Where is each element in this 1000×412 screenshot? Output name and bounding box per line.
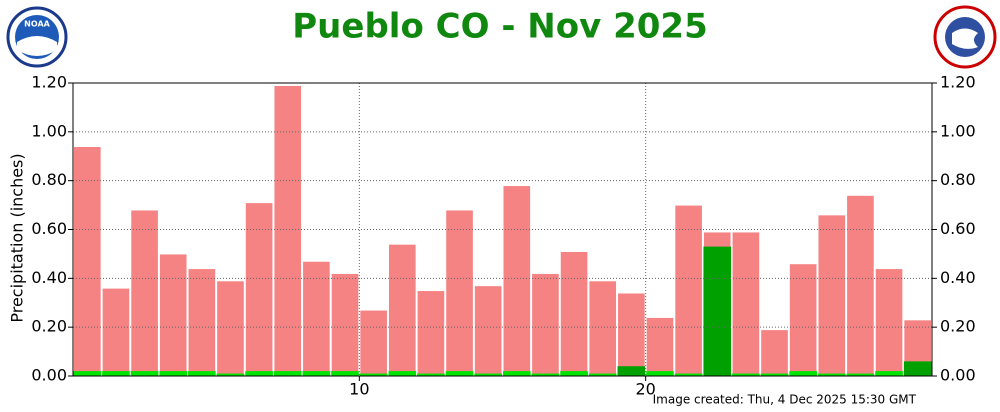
bar — [130, 209, 159, 377]
bar — [387, 243, 417, 377]
plot-frame — [72, 82, 933, 377]
bar — [416, 290, 446, 377]
y2-tick-label: 0.40 — [940, 268, 976, 287]
y-tick-label: 0.00 — [31, 366, 67, 385]
y2-tick-label: 1.00 — [940, 121, 976, 140]
bar — [359, 309, 388, 377]
chart-title: Pueblo CO - Nov 2025 — [292, 7, 707, 47]
y2-tick-label: 0.80 — [940, 170, 976, 189]
bar — [73, 371, 102, 376]
bar — [158, 253, 188, 377]
bar — [817, 373, 846, 376]
bar — [617, 366, 646, 376]
y2-tick-label: 0.60 — [940, 219, 976, 238]
bar — [588, 280, 618, 377]
bar — [788, 263, 818, 377]
bar — [703, 246, 732, 376]
logo-text: NOAA — [24, 20, 50, 29]
bar — [359, 373, 388, 376]
bar — [417, 373, 445, 376]
bar — [73, 145, 102, 377]
bar — [732, 373, 760, 376]
bar — [502, 185, 532, 377]
y-tick-label: 0.80 — [31, 170, 67, 189]
bar — [159, 371, 188, 376]
bar — [674, 204, 703, 377]
y-tick-label: 1.20 — [31, 73, 67, 92]
bar — [617, 292, 646, 377]
y2-tick-label: 0.20 — [940, 317, 976, 336]
bar — [273, 84, 303, 377]
bar — [302, 371, 331, 376]
y-tick-label: 0.60 — [31, 219, 67, 238]
bar — [445, 209, 474, 377]
bar — [817, 214, 847, 377]
bar — [244, 202, 274, 377]
bar — [130, 371, 159, 376]
x-tick-label: 10 — [349, 380, 369, 399]
bar — [846, 373, 875, 376]
y-tick-label: 0.40 — [31, 268, 67, 287]
y-tick-label: 1.00 — [31, 121, 67, 140]
bar — [445, 371, 474, 376]
bar — [101, 287, 131, 377]
bar — [760, 329, 789, 377]
bar — [588, 373, 617, 376]
noaa-logo: NOAA — [6, 6, 68, 68]
bar — [331, 371, 359, 376]
bar — [388, 371, 417, 376]
bar — [330, 272, 360, 377]
bar — [216, 280, 245, 377]
bar — [903, 361, 932, 376]
bar — [216, 373, 245, 376]
bar — [559, 250, 589, 377]
bar — [273, 371, 302, 376]
bar — [846, 194, 875, 377]
nws-logo — [933, 5, 997, 69]
bar — [645, 316, 675, 377]
bar — [473, 285, 503, 377]
bar — [245, 371, 273, 376]
bar — [102, 371, 130, 376]
y2-tick-label: 0.00 — [940, 366, 976, 385]
bar — [789, 371, 817, 376]
y2-tick-label: 1.20 — [940, 73, 976, 92]
y-tick-label: 0.20 — [31, 317, 67, 336]
bar — [875, 371, 903, 376]
bar — [474, 373, 502, 376]
bar — [187, 268, 217, 377]
footer: Image created: Thu, 4 Dec 2025 15:30 GMT — [653, 393, 917, 407]
bar — [674, 373, 703, 376]
bar — [188, 371, 216, 376]
y-axis-label: Precipitation (inches) — [8, 153, 27, 322]
bar — [874, 268, 904, 377]
bar — [646, 371, 674, 376]
bar — [560, 371, 588, 376]
bar — [531, 373, 560, 376]
bar — [731, 231, 761, 377]
bar — [760, 373, 789, 376]
bar — [531, 272, 560, 377]
x-tick-label: 20 — [635, 380, 655, 399]
bar — [503, 371, 531, 376]
